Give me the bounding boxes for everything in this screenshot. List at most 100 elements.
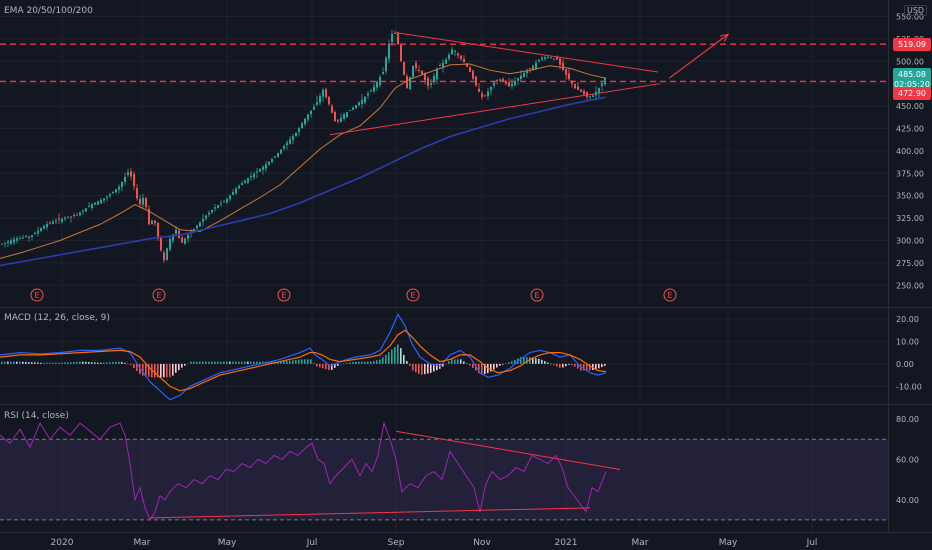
rsi-pane[interactable]	[0, 421, 888, 521]
candle-body	[49, 222, 51, 224]
macd-histogram-bar	[67, 362, 69, 364]
macd-indicator-label[interactable]: MACD (12, 26, close, 9)	[4, 313, 110, 323]
macd-histogram-bar	[424, 363, 426, 375]
macd-histogram-bar	[355, 361, 357, 364]
macd-histogram-bar	[325, 363, 327, 370]
earnings-marker	[530, 288, 544, 302]
time-tick-label: 2020	[51, 538, 74, 548]
macd-histogram-bar	[409, 363, 411, 366]
time-axis[interactable]: 2020 Mar May Jul Sep Nov 2021 Mar May Jul	[51, 538, 818, 548]
macd-histogram-bar	[520, 357, 522, 364]
macd-histogram-bar	[118, 361, 120, 364]
macd-histogram-bar	[85, 361, 87, 364]
macd-histogram-bar	[310, 359, 312, 364]
candle-body	[490, 86, 492, 91]
candle-body	[136, 188, 138, 199]
macd-histogram-bar	[178, 363, 180, 371]
candle-body	[244, 180, 246, 184]
grid-lines	[0, 0, 932, 533]
macd-histogram-bar	[127, 363, 129, 365]
candle-body	[361, 99, 363, 104]
macd-histogram-bar	[532, 357, 534, 364]
candle-body	[307, 114, 309, 120]
macd-histogram-bar	[529, 357, 531, 364]
candle-body	[382, 72, 384, 74]
candle-body	[523, 72, 525, 77]
macd-histogram-bar	[418, 363, 420, 374]
candle-body	[100, 199, 102, 204]
macd-histogram-bar	[289, 360, 291, 364]
candle-body	[580, 89, 582, 92]
macd-histogram-bar	[391, 349, 393, 364]
candle-body	[52, 221, 54, 224]
candle-body	[1, 243, 3, 245]
candle-body	[502, 79, 504, 81]
candle-body	[319, 96, 321, 103]
rsi-trendline	[395, 430, 621, 471]
price-indicator-label[interactable]: EMA 20/50/100/200	[4, 6, 93, 16]
macd-histogram-bar	[247, 361, 249, 364]
macd-histogram-bar	[253, 361, 255, 364]
macd-histogram-bar	[73, 362, 75, 364]
macd-histogram-bar	[307, 359, 309, 364]
candle-body	[58, 218, 60, 220]
macd-histogram-bar	[601, 363, 603, 368]
candle-body	[364, 96, 366, 103]
macd-histogram-bar	[556, 363, 558, 367]
candle-body	[40, 228, 42, 232]
candle-body	[139, 198, 141, 205]
candle-body	[430, 83, 432, 85]
macd-histogram-bar	[535, 358, 537, 364]
macd-histogram-bar	[505, 363, 507, 364]
macd-histogram-bar	[256, 361, 258, 364]
candle-body	[202, 218, 204, 222]
macd-histogram-bar	[40, 362, 42, 364]
candle-body	[250, 175, 252, 178]
candle-body	[304, 118, 306, 125]
candle-body	[397, 33, 399, 45]
ema-short-line	[0, 63, 607, 259]
macd-histogram-bar	[343, 363, 345, 364]
candle-body	[568, 73, 570, 80]
macd-histogram-bar	[301, 359, 303, 364]
candle-body	[484, 95, 486, 97]
macd-histogram-bar	[376, 360, 378, 364]
rsi-indicator-label[interactable]: RSI (14, close)	[4, 411, 69, 421]
macd-histogram-bar	[481, 363, 483, 375]
earnings-marker	[277, 288, 291, 302]
macd-histogram-bar	[586, 363, 588, 371]
macd-tick-label: 0.00	[896, 360, 914, 369]
candle-body	[283, 146, 285, 149]
candle-body	[31, 235, 33, 237]
candle-body	[235, 188, 237, 194]
candle-body	[163, 252, 165, 261]
macd-histogram-bar	[394, 347, 396, 364]
price-tick-label: 425.00	[896, 124, 924, 133]
macd-histogram-bar	[112, 362, 114, 364]
arrow-head	[720, 33, 730, 42]
candle-body	[19, 237, 21, 239]
price-tick-label: 350.00	[896, 192, 924, 201]
macd-histogram-bar	[433, 363, 435, 372]
macd-histogram-bar	[571, 363, 573, 365]
candle-body	[172, 234, 174, 241]
candle-body	[472, 70, 474, 79]
candle-body	[331, 105, 333, 113]
candle-body	[274, 156, 276, 158]
macd-histogram-bar	[61, 362, 63, 364]
candle-body	[352, 107, 354, 110]
candle-body	[247, 178, 249, 183]
candle-body	[343, 114, 345, 119]
candle-body	[292, 136, 294, 140]
macd-pane[interactable]	[0, 313, 607, 401]
macd-histogram-bar	[562, 363, 564, 368]
currency-label[interactable]: USD	[904, 5, 928, 16]
macd-histogram-bar	[202, 361, 204, 364]
earnings-marker	[30, 288, 44, 302]
macd-histogram-bar	[190, 361, 192, 364]
candle-body	[418, 69, 420, 71]
candle-body	[442, 63, 444, 68]
candle-body	[7, 241, 9, 244]
